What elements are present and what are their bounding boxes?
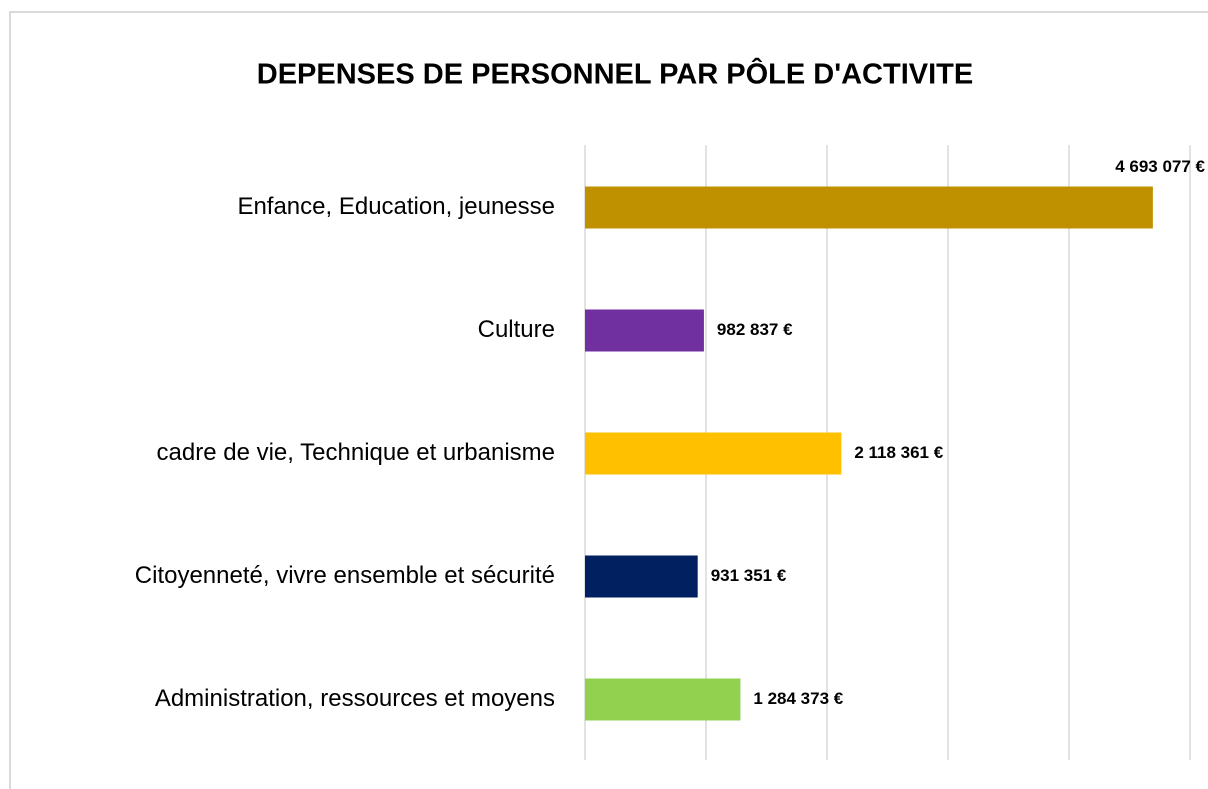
value-label: 1 284 373 € xyxy=(753,689,843,708)
value-label: 931 351 € xyxy=(711,566,787,585)
bar xyxy=(585,309,704,352)
category-label: Enfance, Education, jeunesse xyxy=(237,193,555,220)
category-label: Administration, ressources et moyens xyxy=(155,685,555,712)
bar xyxy=(585,678,741,721)
category-label: cadre de vie, Technique et urbanisme xyxy=(157,439,555,466)
bar xyxy=(585,555,698,598)
chart-title: DEPENSES DE PERSONNEL PAR PÔLE D'ACTIVIT… xyxy=(257,57,973,91)
bar xyxy=(585,432,842,475)
chart-frame xyxy=(9,11,1208,789)
category-label: Citoyenneté, vivre ensemble et sécurité xyxy=(135,562,555,589)
value-label: 982 837 € xyxy=(717,320,793,339)
value-label: 4 693 077 € xyxy=(1115,157,1205,176)
category-label: Culture xyxy=(478,316,555,343)
bar xyxy=(585,186,1153,229)
value-label: 2 118 361 € xyxy=(854,443,943,462)
